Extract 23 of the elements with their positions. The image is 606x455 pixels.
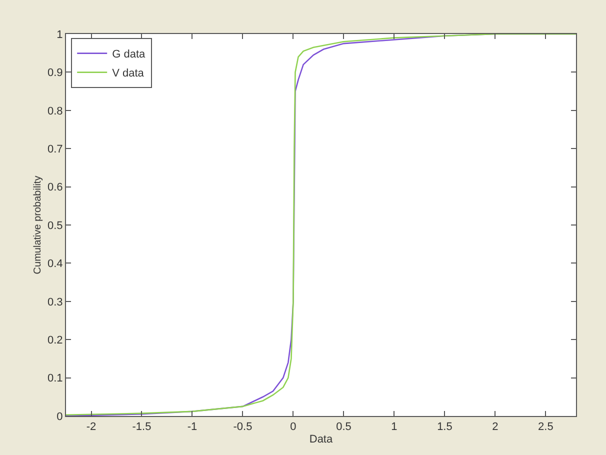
y-tick-label: 0.6	[48, 182, 63, 194]
y-tick-label: 1	[56, 28, 63, 41]
y-tick-label: 0.5	[48, 220, 63, 232]
x-tick-label: -2	[86, 421, 96, 434]
y-tick-label: 0.7	[48, 143, 63, 156]
x-tick-label: 1	[391, 421, 398, 434]
x-tick-label: 1.5	[437, 421, 452, 434]
y-tick-label: 0.3	[48, 296, 63, 308]
y-tick-label: 0	[56, 410, 63, 423]
y-axis-title: Cumulative probability	[32, 176, 44, 274]
y-tick-label: 0.1	[48, 372, 63, 385]
x-tick-label: 0.5	[336, 421, 352, 434]
x-tick-label: 2	[492, 421, 498, 434]
y-tick-label: 0.8	[48, 105, 63, 118]
y-tick-label: 0.9	[48, 67, 63, 80]
y-tick-label: 0.4	[48, 258, 63, 270]
x-tick-label: -1.5	[132, 421, 152, 434]
x-tick-label: -1	[187, 421, 198, 434]
x-tick-label: 2.5	[538, 421, 554, 434]
x-tick-label: -0.5	[233, 421, 252, 434]
y-tick-label: 0.2	[48, 334, 63, 346]
x-axis-title: Data	[309, 433, 334, 446]
x-tick-label: 0	[290, 421, 296, 434]
